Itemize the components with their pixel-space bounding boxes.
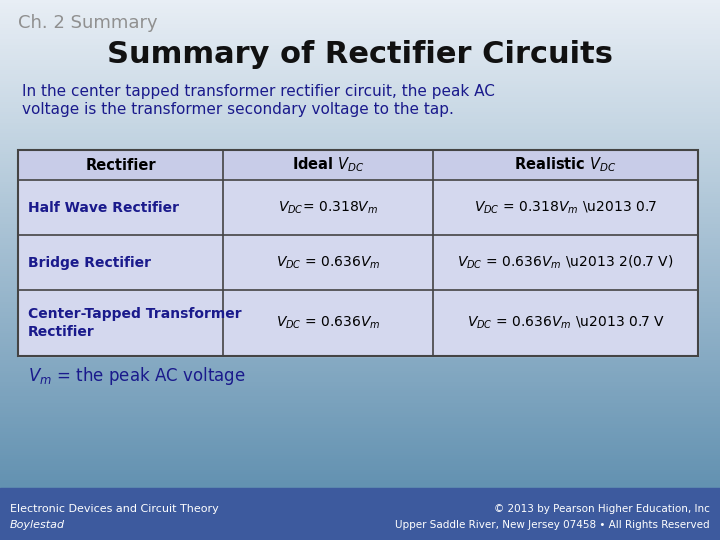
Text: Bridge Rectifier: Bridge Rectifier: [28, 255, 151, 269]
Text: $V_{DC}$ = 0.636$V_m$ \u2013 2(0.7 V): $V_{DC}$ = 0.636$V_m$ \u2013 2(0.7 V): [457, 254, 674, 271]
Bar: [18, 180, 698, 235]
Text: $V_{DC}$ = 0.318$V_m$ \u2013 0.7: $V_{DC}$ = 0.318$V_m$ \u2013 0.7: [474, 199, 657, 215]
Text: Rectifier: Rectifier: [28, 325, 95, 339]
Bar: [0, 488, 720, 540]
Text: Upper Saddle River, New Jersey 07458 • All Rights Reserved: Upper Saddle River, New Jersey 07458 • A…: [395, 520, 710, 530]
Text: © 2013 by Pearson Higher Education, Inc: © 2013 by Pearson Higher Education, Inc: [494, 504, 710, 514]
Bar: [18, 235, 698, 290]
Bar: [18, 150, 698, 356]
Bar: [18, 150, 698, 180]
Text: Ch. 2 Summary: Ch. 2 Summary: [18, 14, 158, 32]
Text: Electronic Devices and Circuit Theory: Electronic Devices and Circuit Theory: [10, 504, 219, 514]
Text: $V_m$ = the peak AC voltage: $V_m$ = the peak AC voltage: [28, 365, 246, 387]
Text: $V_{DC}$ = 0.636$V_m$: $V_{DC}$ = 0.636$V_m$: [276, 315, 380, 331]
Bar: [18, 290, 698, 356]
Text: Center-Tapped Transformer: Center-Tapped Transformer: [28, 307, 242, 321]
Text: In the center tapped transformer rectifier circuit, the peak AC: In the center tapped transformer rectifi…: [22, 84, 495, 99]
Text: voltage is the transformer secondary voltage to the tap.: voltage is the transformer secondary vol…: [22, 102, 454, 117]
Text: Summary of Rectifier Circuits: Summary of Rectifier Circuits: [107, 40, 613, 69]
Text: Boylestad: Boylestad: [10, 520, 65, 530]
Text: $V_{DC}$ = 0.636$V_m$ \u2013 0.7 V: $V_{DC}$ = 0.636$V_m$ \u2013 0.7 V: [467, 315, 665, 331]
Text: $V_{DC}$ = 0.636$V_m$: $V_{DC}$ = 0.636$V_m$: [276, 254, 380, 271]
Text: Ideal $V_{DC}$: Ideal $V_{DC}$: [292, 156, 364, 174]
Text: $V_{DC}$= 0.318$V_m$: $V_{DC}$= 0.318$V_m$: [278, 199, 378, 215]
Text: Rectifier: Rectifier: [85, 158, 156, 172]
Text: Realistic $V_{DC}$: Realistic $V_{DC}$: [514, 156, 617, 174]
Text: Half Wave Rectifier: Half Wave Rectifier: [28, 200, 179, 214]
